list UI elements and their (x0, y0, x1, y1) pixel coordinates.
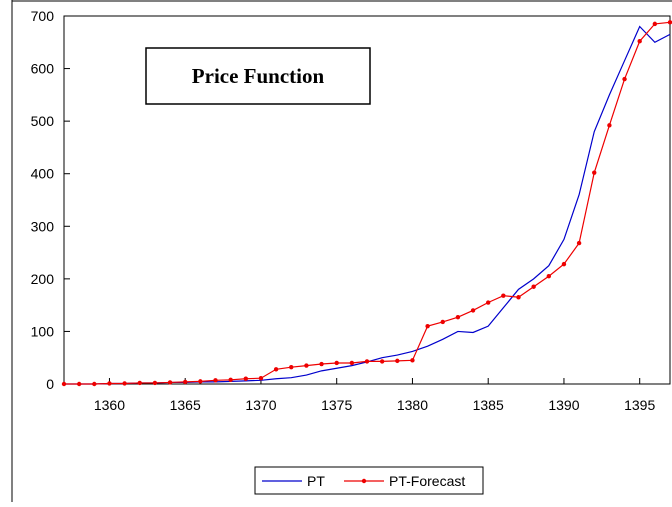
point (667, 20, 672, 25)
point (92, 381, 97, 387)
point (395, 358, 400, 364)
point (198, 379, 203, 384)
y-tick-label: 300 (31, 218, 55, 234)
point (607, 123, 612, 128)
y-tick-label: 100 (31, 323, 55, 339)
point (501, 293, 506, 298)
y-tick-label: 200 (31, 271, 55, 287)
point (167, 380, 173, 385)
point (107, 381, 112, 386)
point (546, 274, 551, 279)
x-tick-label: 1395 (624, 397, 655, 413)
title-box (145, 47, 371, 105)
point (152, 380, 158, 386)
point (349, 360, 355, 366)
x-tick-label: 1365 (170, 397, 201, 413)
point (486, 300, 491, 305)
point (289, 364, 294, 370)
point (213, 378, 218, 383)
y-tick-label: 500 (31, 113, 55, 129)
point (652, 21, 658, 27)
x-tick-label: 1390 (548, 397, 579, 413)
point (576, 240, 582, 246)
chart-title: Price Function (192, 64, 325, 88)
x-tick-label: 1375 (321, 397, 352, 413)
point (243, 376, 248, 381)
point (273, 367, 279, 372)
point (319, 361, 324, 367)
point (137, 380, 142, 386)
x-tick-label: 1360 (94, 397, 125, 413)
point (637, 39, 642, 44)
point (516, 295, 521, 300)
point (622, 76, 627, 82)
point (379, 359, 385, 364)
x-tick-label: 1380 (397, 397, 428, 413)
point (258, 376, 264, 381)
point (364, 359, 370, 364)
point (455, 315, 461, 320)
y-tick-label: 600 (31, 61, 55, 77)
point (61, 381, 67, 387)
point (304, 363, 309, 368)
y-tick-label: 700 (31, 8, 55, 24)
point (561, 261, 567, 267)
plot-area (63, 15, 671, 385)
point (531, 284, 536, 289)
legend-label: PT (307, 473, 325, 489)
point (183, 379, 188, 385)
y-tick-label: 0 (46, 376, 54, 392)
legend-label: PT-Forecast (389, 473, 465, 489)
x-tick-label: 1385 (473, 397, 504, 413)
point (592, 170, 597, 175)
legend-marker (361, 478, 367, 484)
point (440, 319, 445, 325)
point (76, 381, 82, 387)
point (122, 381, 127, 386)
point (228, 377, 233, 382)
point (470, 308, 476, 313)
y-tick-label: 400 (31, 166, 55, 182)
point (334, 360, 339, 366)
point (410, 358, 415, 363)
point (425, 323, 430, 329)
x-tick-label: 1370 (245, 397, 276, 413)
